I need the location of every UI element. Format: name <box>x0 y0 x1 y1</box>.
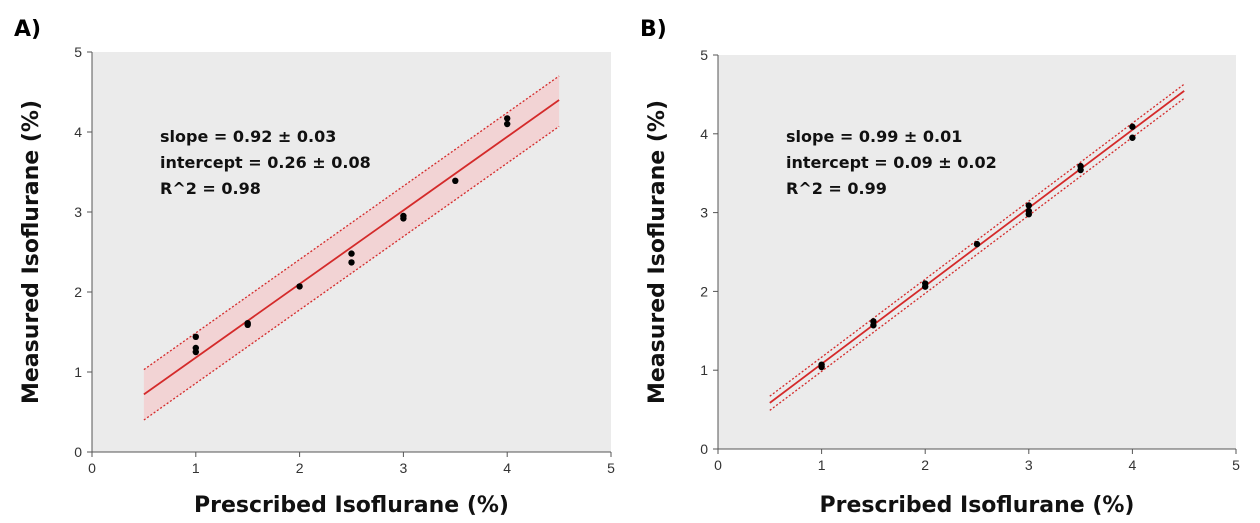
panel-b: 0 1 2 3 4 5 0 1 2 3 4 5 Prescribed Isoflurane (%) Mea… <box>640 17 1240 518</box>
panel-b-annotation-line-0: slope = 0.99 ± 0.01 <box>786 127 962 146</box>
panel-a-data-point-5 <box>296 283 303 290</box>
panel-a-data-point-7 <box>348 259 355 266</box>
panel-b-y-axis-title: Measured Isoflurane (%) <box>645 100 670 404</box>
panel-b-x-axis-title: Prescribed Isoflurane (%) <box>820 493 1135 518</box>
panel-a-x-tick-label-4: 4 <box>503 460 511 476</box>
panel-b-data-point-1 <box>818 363 825 371</box>
panel-a-y-tick-label-0: 0 <box>74 444 82 460</box>
panel-a-annotation-line-1: intercept = 0.26 ± 0.08 <box>160 153 371 172</box>
panel-b-label: B) <box>640 17 667 42</box>
panel-b-annotation-line-1: intercept = 0.09 ± 0.02 <box>786 153 997 172</box>
panel-a-fit-line <box>143 99 560 396</box>
panel-a-x-tick-label-2: 2 <box>296 460 304 476</box>
panel-b-y-tick-label-4: 4 <box>700 126 708 142</box>
panel-b-data-point-9 <box>1025 210 1033 218</box>
panel-b-upper-bound-line <box>769 83 1185 397</box>
panel-b-y-tick-label-3: 3 <box>700 205 708 221</box>
panel-a-label: A) <box>14 17 41 42</box>
panel-b-x-tick-label-1: 1 <box>818 457 826 473</box>
panel-a-lower-bound-line <box>143 125 560 421</box>
panel-a: 0 1 2 3 4 5 0 1 2 3 4 5 Prescribed Isoflurane (%) Mea… <box>14 17 615 518</box>
panel-b-data-point-7 <box>1025 202 1033 209</box>
panel-a-data-point-2 <box>192 348 199 356</box>
panel-b-data-point-5 <box>922 283 929 290</box>
panel-b-annotation-line-2: R^2 = 0.99 <box>786 179 887 198</box>
panel-b-x-tick-label-3: 3 <box>1025 457 1033 473</box>
panel-b-data-point-12 <box>1129 123 1136 130</box>
panel-b-y-tick-label-5: 5 <box>700 47 708 63</box>
panel-a-y-axis-title: Measured Isoflurane (%) <box>19 100 44 404</box>
panel-a-upper-bound-line <box>143 75 560 371</box>
panel-a-annotation-line-2: R^2 = 0.98 <box>160 179 261 198</box>
panel-b-lower-bound-line <box>769 97 1185 411</box>
panel-a-x-tick-label-1: 1 <box>192 460 200 476</box>
panel-a-x-tick-label-3: 3 <box>400 460 408 476</box>
panel-a-y-tick-label-3: 3 <box>74 204 82 220</box>
panel-b-x-tick-label-4: 4 <box>1129 457 1137 473</box>
panel-a-data-point-11 <box>504 115 511 122</box>
panel-b-plot-area <box>718 55 1236 449</box>
panel-b-y-tick-label-2: 2 <box>700 283 708 299</box>
panel-a-y-tick-label-1: 1 <box>74 364 82 380</box>
panel-a-data-point-12 <box>504 120 511 128</box>
panel-a-x-tick-label-5: 5 <box>607 460 615 476</box>
panel-a-y-tick-label-5: 5 <box>74 44 82 60</box>
panel-b-x-tick-label-2: 2 <box>921 457 929 473</box>
panel-b-data-point-11 <box>1077 166 1084 174</box>
panel-a-annotation-line-0: slope = 0.92 ± 0.03 <box>160 127 336 146</box>
panel-b-y-tick-label-0: 0 <box>700 441 708 457</box>
panel-a-data-point-4 <box>244 320 251 327</box>
panel-a-data-point-0 <box>192 333 199 340</box>
panel-b-data-point-13 <box>1129 134 1136 141</box>
panel-b-x-tick-label-0: 0 <box>714 457 722 473</box>
panel-b-y-tick-label-1: 1 <box>700 362 708 378</box>
panel-b-x-tick-label-5: 5 <box>1232 457 1240 473</box>
panel-a-y-tick-label-2: 2 <box>74 284 82 300</box>
panel-a-data-point-9 <box>400 212 407 220</box>
panel-a-data-point-6 <box>348 250 355 257</box>
panel-b-data-point-6 <box>973 240 981 248</box>
panel-a-x-axis-title: Prescribed Isoflurane (%) <box>194 493 509 518</box>
panel-a-y-tick-label-4: 4 <box>74 124 82 140</box>
panel-a-data-point-10 <box>452 177 459 184</box>
panel-b-data-point-3 <box>870 322 877 329</box>
panel-a-x-tick-label-0: 0 <box>88 460 96 476</box>
